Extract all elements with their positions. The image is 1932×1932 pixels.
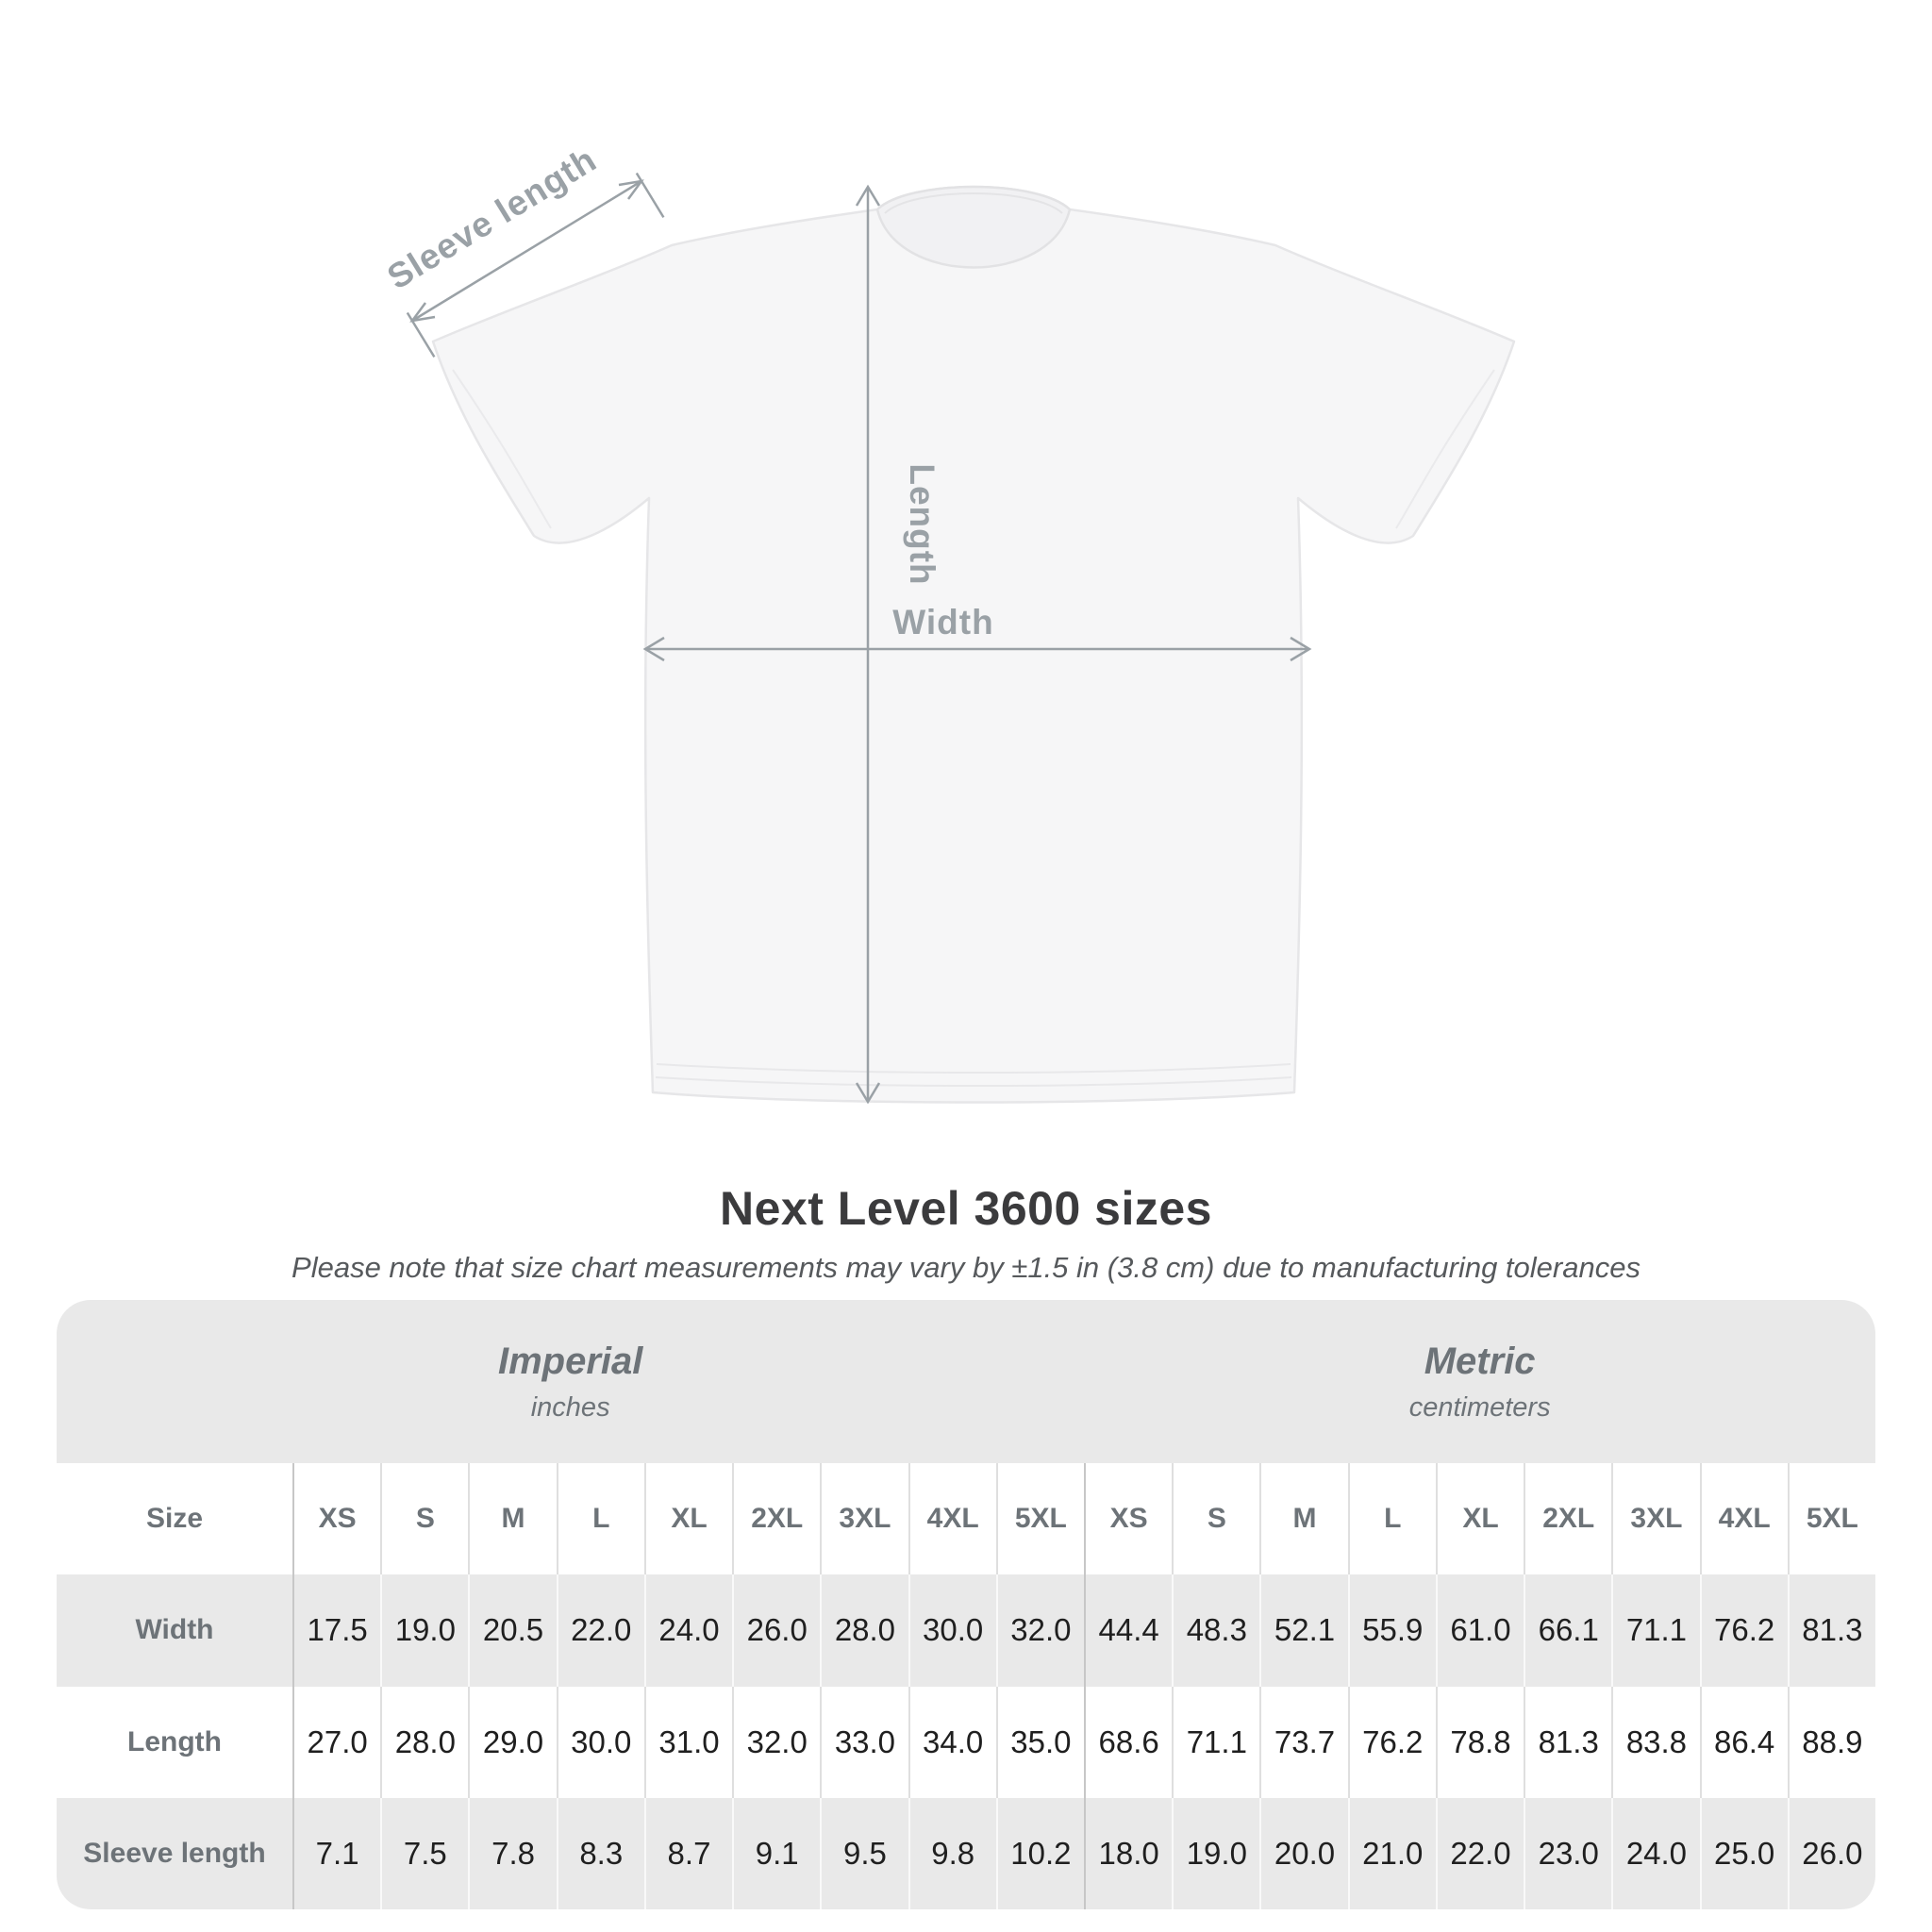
value-cell: 71.1 [1172, 1686, 1259, 1798]
row-label-sleeve-length: Sleeve length [83, 1837, 266, 1869]
value-cell: 48.3 [1172, 1574, 1259, 1687]
value-cell: 17.5 [292, 1574, 380, 1687]
length-label: Length [903, 463, 941, 585]
value-cell: 28.0 [820, 1574, 908, 1687]
metric-unit: centimeters [1408, 1391, 1551, 1423]
size-header-cell: L [556, 1463, 644, 1575]
value-cell: 18.0 [1083, 1797, 1172, 1909]
value-cell: 20.0 [1259, 1797, 1347, 1909]
value-cell: 32.0 [732, 1686, 820, 1798]
imperial-label: Imperial [497, 1340, 643, 1382]
value-cell: 27.0 [292, 1686, 380, 1798]
value-cell: 8.7 [643, 1797, 732, 1909]
value-cell: 71.1 [1611, 1574, 1699, 1687]
tolerance-note: Please note that size chart measurements… [291, 1251, 1641, 1284]
value-cell: 76.2 [1699, 1574, 1788, 1687]
value-cell: 34.0 [908, 1686, 996, 1798]
value-cell: 33.0 [820, 1686, 908, 1798]
size-header-cell: 5XL [1787, 1463, 1875, 1575]
value-cell: 31.0 [643, 1686, 732, 1798]
unit-header-band: Imperial inches Metric centimeters [57, 1300, 1875, 1463]
measurement-arrows [406, 172, 1312, 1105]
value-cell: 9.8 [908, 1797, 996, 1909]
size-header-cell: XS [1083, 1463, 1172, 1575]
value-cell: 30.0 [556, 1686, 644, 1798]
value-cell: 68.6 [1083, 1686, 1172, 1798]
size-header-cell: S [1172, 1463, 1259, 1575]
size-header-cell: 5XL [995, 1463, 1084, 1575]
value-cell: 86.4 [1699, 1686, 1788, 1798]
size-header-cell: 3XL [1611, 1463, 1699, 1575]
value-cell: 83.8 [1611, 1686, 1699, 1798]
value-cell: 21.0 [1347, 1797, 1436, 1909]
value-cell: 7.5 [380, 1797, 468, 1909]
value-cell: 7.1 [292, 1797, 380, 1909]
value-cell: 10.2 [995, 1797, 1084, 1909]
size-header-cell: M [1259, 1463, 1347, 1575]
value-cell: 26.0 [732, 1574, 820, 1687]
value-cell: 24.0 [1611, 1797, 1699, 1909]
page-title: Next Level 3600 sizes [720, 1182, 1212, 1235]
size-header-cell: XL [643, 1463, 732, 1575]
value-cell: 19.0 [1172, 1797, 1259, 1909]
size-header-cell: 3XL [820, 1463, 908, 1575]
size-header-cell: 2XL [1524, 1463, 1611, 1575]
width-label: Width [892, 603, 993, 641]
value-cell: 81.3 [1787, 1574, 1875, 1687]
size-table: Imperial inches Metric centimeters Size … [57, 1300, 1875, 1909]
value-cell: 22.0 [556, 1574, 644, 1687]
value-cell: 29.0 [468, 1686, 556, 1798]
size-header-cell: XS [292, 1463, 380, 1575]
value-cell: 9.1 [732, 1797, 820, 1909]
collar [875, 185, 1072, 269]
sleeve-length-arrow [406, 172, 665, 358]
imperial-header: Imperial inches [57, 1300, 1084, 1463]
corner-label: Size [145, 1503, 204, 1535]
tshirt-silhouette [431, 185, 1516, 1104]
value-cell: 61.0 [1435, 1574, 1524, 1687]
size-header-row: Size XS S M L XL 2XL 3XL 4XL 5XL XS S M L XL 2XL 3XL 4XL… [57, 1463, 1875, 1575]
value-cell: 35.0 [995, 1686, 1084, 1798]
value-cell: 32.0 [995, 1574, 1084, 1687]
size-header-cell: 4XL [1699, 1463, 1788, 1575]
value-cell: 52.1 [1259, 1574, 1347, 1687]
value-cell: 25.0 [1699, 1797, 1788, 1909]
value-cell: 73.7 [1259, 1686, 1347, 1798]
width-arrow [642, 636, 1312, 662]
size-header-cell: 2XL [732, 1463, 820, 1575]
length-arrow [855, 184, 881, 1105]
row-label-width: Width [135, 1614, 214, 1646]
metric-header: Metric centimeters [1084, 1300, 1875, 1463]
value-cell: 26.0 [1787, 1797, 1875, 1909]
value-cell: 44.4 [1083, 1574, 1172, 1687]
length-row: Length 27.0 28.0 29.0 30.0 31.0 32.0 33.0 34.0 3… [57, 1686, 1875, 1798]
value-cell: 7.8 [468, 1797, 556, 1909]
metric-label: Metric [1424, 1340, 1536, 1382]
value-cell: 23.0 [1524, 1797, 1611, 1909]
value-cell: 81.3 [1524, 1686, 1611, 1798]
value-cell: 8.3 [556, 1797, 644, 1909]
sleeve-length-row: Sleeve length 7.1 7.5 7.8 8.3 8.7 9.1 9.5 9.8 10… [57, 1797, 1875, 1909]
value-cell: 19.0 [380, 1574, 468, 1687]
size-header-cell: M [468, 1463, 556, 1575]
size-header-cell: XL [1435, 1463, 1524, 1575]
size-header-cell: 4XL [908, 1463, 996, 1575]
value-cell: 22.0 [1435, 1797, 1524, 1909]
value-cell: 76.2 [1347, 1686, 1436, 1798]
size-header-cell: L [1347, 1463, 1436, 1575]
value-cell: 78.8 [1435, 1686, 1524, 1798]
value-cell: 24.0 [643, 1574, 732, 1687]
width-row: Width 17.5 19.0 20.5 22.0 24.0 26.0 28.0 30.0 32… [57, 1574, 1875, 1687]
value-cell: 66.1 [1524, 1574, 1611, 1687]
row-label-length: Length [127, 1725, 222, 1757]
imperial-unit: inches [530, 1391, 610, 1423]
size-header-cell: S [380, 1463, 468, 1575]
value-cell: 28.0 [380, 1686, 468, 1798]
value-cell: 55.9 [1347, 1574, 1436, 1687]
value-cell: 88.9 [1787, 1686, 1875, 1798]
value-cell: 30.0 [908, 1574, 996, 1687]
value-cell: 20.5 [468, 1574, 556, 1687]
tshirt-diagram: Sleeve length Length Width [381, 140, 1516, 1105]
value-cell: 9.5 [820, 1797, 908, 1909]
